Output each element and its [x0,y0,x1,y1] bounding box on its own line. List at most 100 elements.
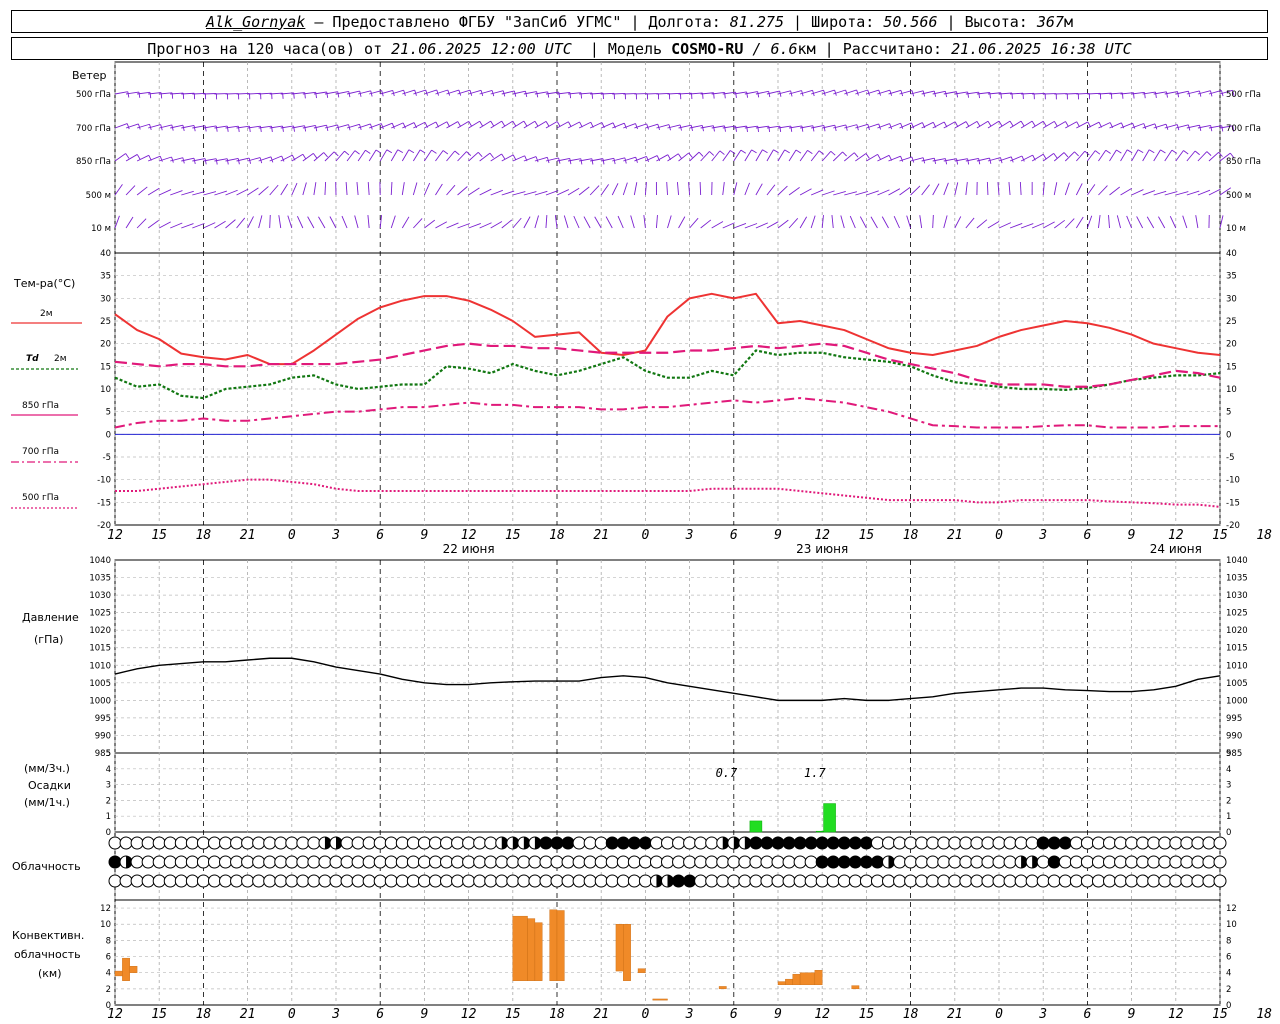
wind-barb-shaft [318,216,326,229]
wind-barb-shaft [457,186,468,196]
temp-tick-label-left: -15 [97,498,111,508]
pres-tick-label-left: 1005 [89,679,111,689]
wind-barb-flag [326,91,329,98]
pres-tick-label-right: 1015 [1226,644,1248,654]
wind-barb-shaft [457,89,471,95]
wind-barb-shaft [401,182,405,196]
wind-barb-flag [823,125,826,132]
cloud-symbol [705,855,719,869]
x-tick-label: 0 [995,528,1003,543]
alt-value: 367 [1036,12,1064,31]
wind-barb-shaft [1186,90,1200,95]
wind-barb-shaft [667,215,672,229]
cloud-symbol [893,874,907,888]
wind-barb-shaft [203,191,217,196]
cloud-symbol [981,855,995,869]
wind-barb-flag [567,121,572,128]
wind-barb-shaft [457,223,470,229]
wind-barb-shaft [1053,182,1058,196]
wind-barb-shaft [236,125,250,129]
cloud-symbol [550,855,564,869]
cloud-symbol [1080,874,1094,888]
wind-barb-shaft [368,123,382,129]
cloud-symbol-fill [126,856,133,868]
cloud-symbol [749,836,763,850]
temperature-series [114,292,1221,508]
cloud-symbol [108,874,122,888]
wind-barb-flag [989,157,992,164]
cloud-symbol [760,836,774,850]
wind-barb-shaft [1075,183,1083,196]
wind-barb-flag [635,123,638,130]
wind-barb-shaft [954,216,962,229]
wind-barb-shaft [644,182,647,196]
conv-tick-label-left: 10 [100,920,111,930]
wind-barb-shaft [612,92,626,95]
cloud-symbol [108,855,122,869]
wind-barb-shaft [545,190,559,196]
cloud-symbol [263,855,277,869]
cloud-symbol [572,874,586,888]
x-tick-label: 15 [505,528,521,543]
cloud-symbol [274,836,288,850]
wind-barb-shaft [932,183,940,196]
day-label: 22 июня [443,542,495,556]
wind-barb-shaft [391,122,404,129]
wind-barb-shaft [612,122,625,129]
wind-barb-flag [226,158,229,165]
wind-barb-shaft [147,187,160,196]
cloud-symbol [1058,874,1072,888]
wind-barb-shaft [203,158,217,162]
conv-bar [792,974,801,986]
wind-barb-shaft [888,89,902,95]
wind-barb-shaft [1098,92,1112,95]
temp-tick-label-right: -5 [1226,453,1234,463]
cloud-symbol [683,855,697,869]
wind-barb-shaft [899,156,913,162]
x-tick-label-bottom: 18 [196,1007,212,1022]
wind-barb-shaft [291,153,304,162]
wind-barb-shaft [203,222,216,229]
cloud-symbol-fill [336,837,342,849]
cloud-symbol [163,836,177,850]
wind-barb-shaft [192,125,206,129]
wind-barb-flag [136,154,141,160]
wind-barb-flag [613,158,616,165]
cloud-symbol [539,836,553,850]
cloud-symbol [550,836,564,850]
wind-barb-flag [768,126,771,133]
wind-barb-shaft [722,91,736,95]
wind-barb-shaft [424,89,437,95]
cloud-symbol [241,836,255,850]
wind-barb-shaft [733,149,742,162]
cloud-symbol [1158,836,1172,850]
wind-barb-shaft [1126,215,1133,229]
wind-barb-flag [965,121,970,127]
wind-barb-shaft [446,89,460,95]
wind-barb-shaft [755,222,769,229]
wind-barb-flag [270,156,274,163]
wind-barb-flag [501,153,506,160]
wind-barb-shaft [656,154,669,162]
day-label: 24 июня [1150,542,1202,556]
wind-barb-shaft [844,152,855,162]
wind-barb-shaft [1197,90,1211,95]
cloud-symbol [263,874,277,888]
cloud-symbol [130,855,144,869]
wind-barb-shaft [136,154,149,162]
cloud-symbol [1014,874,1028,888]
cloud-symbol [893,855,907,869]
wind-barb-shaft [1175,191,1189,196]
wind-barb-shaft [534,91,548,95]
cloud-symbol-fill [512,837,519,849]
wind-barb-shaft [490,90,504,95]
x-tick-label-bottom: 21 [593,1007,609,1022]
wind-barb-shaft [1109,122,1122,129]
wind-barb-shaft [822,190,835,196]
wind-barb-shaft [811,89,824,95]
cloud-symbol [362,874,376,888]
wind-barb-shaft [413,89,426,95]
wind-barb-shaft [722,182,725,196]
x-tick-label: 18 [196,528,212,543]
cloud-symbol [296,836,310,850]
